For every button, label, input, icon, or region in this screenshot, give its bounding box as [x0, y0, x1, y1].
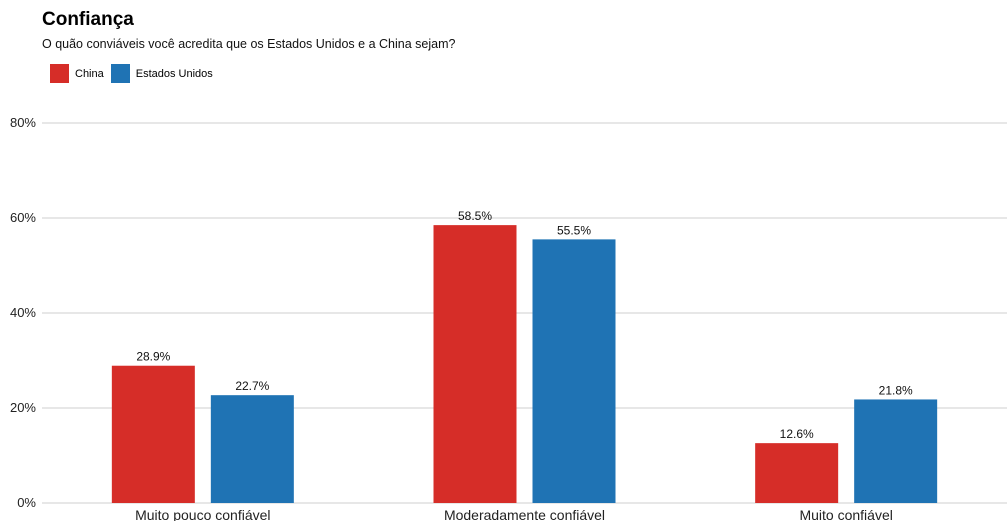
x-category-label: Muito pouco confiável [135, 507, 270, 521]
bar-value-label: 55.5% [557, 223, 591, 237]
bar [210, 395, 294, 503]
bar [532, 239, 616, 503]
legend: China Estados Unidos [50, 64, 220, 83]
bar-value-label: 58.5% [458, 209, 492, 223]
legend-label-china: China [75, 67, 104, 80]
y-tick-label: 0% [17, 495, 36, 510]
legend-item-estados-unidos: Estados Unidos [110, 64, 213, 83]
y-tick-label: 60% [10, 210, 36, 225]
x-category-label: Muito confiável [799, 507, 892, 521]
bar-value-label: 12.6% [780, 427, 814, 441]
bar [111, 365, 195, 503]
bar-value-label: 28.9% [136, 350, 170, 364]
bar-value-label: 21.8% [879, 383, 913, 397]
chart-title: Confiança [42, 9, 134, 30]
y-tick-label: 80% [10, 115, 36, 130]
legend-swatch-estados-unidos [110, 64, 130, 83]
legend-swatch-china [50, 64, 69, 83]
bar [854, 399, 938, 503]
bar [755, 443, 839, 503]
legend-item-china: China [50, 64, 104, 83]
y-tick-label: 20% [10, 400, 36, 415]
y-tick-label: 40% [10, 305, 36, 320]
bar-value-label: 22.7% [235, 379, 269, 393]
legend-label-estados-unidos: Estados Unidos [135, 67, 213, 80]
x-category-label: Moderadamente confiável [444, 507, 605, 521]
chart-subtitle: O quão conviáveis você acredita que os E… [42, 37, 456, 51]
bar [433, 225, 517, 503]
